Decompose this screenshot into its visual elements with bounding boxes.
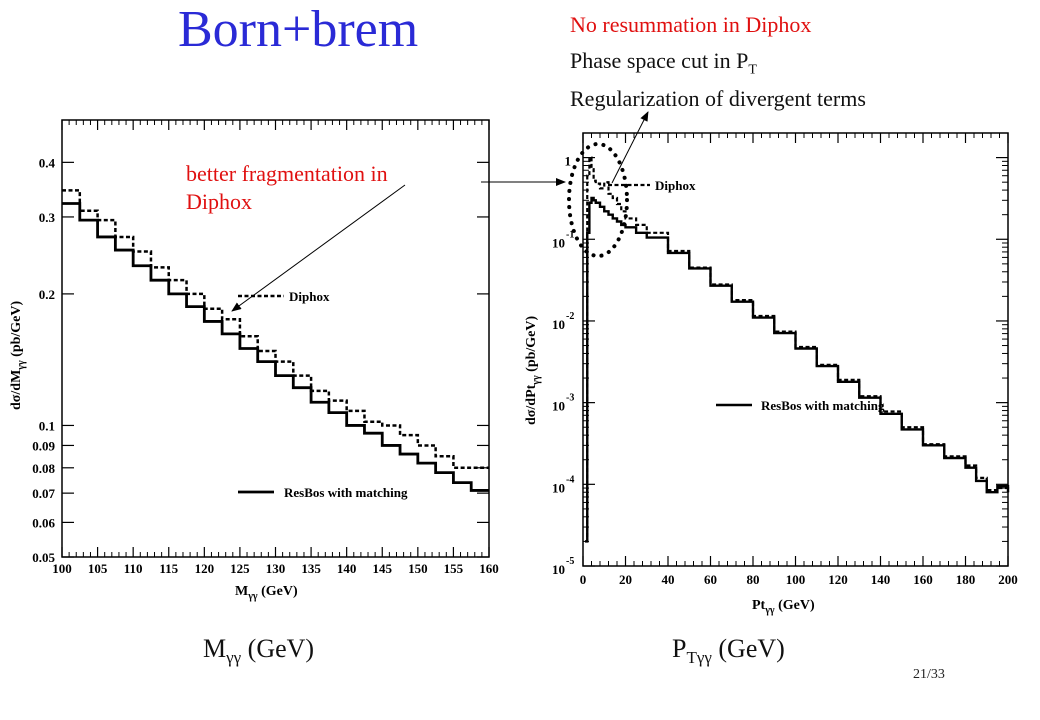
- bottom-label-mass: Mγγ (GeV): [203, 634, 315, 668]
- left-y-axis-label-sub: γγ: [16, 360, 27, 371]
- left-x-tick-label: 105: [88, 561, 108, 576]
- fragmentation-note-line1: better fragmentation in: [186, 161, 388, 186]
- fragmentation-note: better fragmentation in Diphox: [186, 160, 388, 216]
- right-y-tick-exponent: -4: [566, 474, 574, 485]
- right-x-axis-label-unit: (GeV): [775, 598, 815, 613]
- left-x-tick-label: 110: [124, 561, 143, 576]
- left-legend-resbos-label: ResBos with matching: [284, 485, 408, 500]
- right-x-tick-label: 140: [871, 572, 891, 587]
- left-x-tick-label: 160: [479, 561, 499, 576]
- right-x-tick-label: 200: [998, 572, 1018, 587]
- right-x-axis-label: Ptγγ (GeV): [752, 598, 815, 616]
- left-x-axis-label-unit: (GeV): [258, 584, 298, 599]
- right-y-tick-label: 10: [552, 235, 565, 250]
- bottom-label-pt-main: P: [672, 634, 687, 663]
- right-x-tick-label: 0: [580, 572, 587, 587]
- right-chart: 0 20 40 60 80 100 120 140 160 180 200 110-110-210-…: [524, 132, 1018, 616]
- left-y-axis-label-unit: (pb/GeV): [9, 301, 24, 361]
- left-x-tick-label: 135: [301, 561, 321, 576]
- left-x-ticks: 100 105 110 115 120 125 130 135 140 145 150 155 160: [52, 120, 499, 576]
- left-y-axis-label-main: dσ/dM: [9, 370, 24, 410]
- left-y-tick-label: 0.2: [39, 287, 55, 302]
- right-legend: Diphox ResBos with matching: [608, 178, 885, 413]
- left-x-tick-label: 120: [195, 561, 215, 576]
- right-x-axis-label-sub: γγ: [764, 605, 775, 616]
- right-y-tick-label: 10: [552, 562, 565, 577]
- right-legend-diphox-label: Diphox: [655, 178, 696, 193]
- left-y-tick-label: 0.09: [32, 438, 55, 453]
- left-y-tick-label: 0.08: [32, 461, 55, 476]
- left-x-tick-label: 125: [230, 561, 250, 576]
- right-x-tick-label: 180: [956, 572, 976, 587]
- left-y-ticks: 0.05 0.06 0.07 0.08 0.09 0.1 0.2 0.3 0.4: [32, 155, 489, 565]
- right-y-tick-exponent: -2: [566, 311, 574, 322]
- left-y-axis-label: dσ/dMγγ (pb/GeV): [9, 301, 27, 410]
- left-y-tick-label: 0.4: [39, 155, 56, 170]
- left-y-tick-label: 0.06: [32, 515, 55, 530]
- bottom-label-mass-unit: (GeV): [241, 634, 315, 663]
- left-series-diphox: [62, 189, 489, 470]
- right-x-tick-label: 40: [662, 572, 675, 587]
- right-y-tick-label: 10: [552, 399, 565, 414]
- left-x-tick-label: 150: [408, 561, 428, 576]
- left-legend: Diphox ResBos with matching: [238, 289, 408, 500]
- bottom-label-mass-sub: γγ: [226, 648, 242, 668]
- bottom-label-pt-sub: Tγγ: [686, 648, 712, 668]
- left-legend-diphox-label: Diphox: [289, 289, 330, 304]
- left-x-tick-label: 155: [444, 561, 464, 576]
- bottom-label-pt: PTγγ (GeV): [672, 634, 785, 668]
- right-y-tick-label: 10: [552, 317, 565, 332]
- right-x-tick-label: 60: [704, 572, 717, 587]
- left-y-tick-label: 0.05: [32, 550, 55, 565]
- right-y-axis-label-unit: (pb/GeV): [524, 316, 539, 376]
- right-y-axis-label-sub: γγ: [531, 375, 542, 386]
- left-x-tick-label: 100: [52, 561, 72, 576]
- right-y-tick-label: 1: [565, 154, 572, 169]
- right-x-tick-label: 80: [747, 572, 760, 587]
- note-phase-space-sub: T: [748, 62, 757, 78]
- bottom-label-pt-unit: (GeV): [711, 634, 785, 663]
- page-number: 21/33: [913, 667, 945, 682]
- right-y-tick-exponent: -3: [566, 393, 574, 404]
- left-x-axis-label: Mγγ (GeV): [235, 584, 298, 602]
- slide-title: Born+brem: [178, 1, 419, 58]
- fragmentation-note-line2: Diphox: [186, 189, 252, 215]
- right-y-ticks: 110-110-210-310-410-5: [552, 132, 1008, 577]
- dotted-ellipse-highlight: [567, 142, 629, 258]
- left-chart: 100 105 110 115 120 125 130 135 140 145 150 155 160 …: [9, 119, 499, 602]
- left-y-tick-label: 0.3: [39, 210, 56, 225]
- note-no-resummation: No resummation in Diphox: [570, 12, 812, 37]
- left-x-tick-label: 130: [266, 561, 286, 576]
- bottom-label-mass-main: M: [203, 634, 227, 663]
- right-x-tick-label: 100: [786, 572, 806, 587]
- right-series-resbos: [585, 196, 1010, 543]
- resummation-arrow: [611, 111, 649, 184]
- left-x-axis-label-main: M: [235, 584, 248, 599]
- note-phase-space-cut: Phase space cut in PT: [570, 50, 757, 77]
- left-x-tick-label: 140: [337, 561, 357, 576]
- left-x-tick-label: 115: [159, 561, 178, 576]
- left-plot-frame: [61, 119, 490, 558]
- left-x-tick-label: 145: [373, 561, 393, 576]
- note-regularization: Regularization of divergent terms: [570, 86, 866, 111]
- left-y-tick-label: 0.1: [39, 418, 55, 433]
- note-phase-space-main: Phase space cut in P: [570, 48, 749, 73]
- right-y-tick-label: 10: [552, 480, 565, 495]
- right-y-axis-label: dσ/dPtγγ (pb/GeV): [524, 316, 542, 425]
- right-x-tick-label: 120: [828, 572, 848, 587]
- right-x-ticks: 0 20 40 60 80 100 120 140 160 180 200: [580, 133, 1018, 587]
- right-y-tick-exponent: -5: [566, 556, 574, 567]
- right-x-tick-label: 160: [913, 572, 933, 587]
- left-series-resbos: [62, 202, 489, 492]
- right-y-axis-label-main: dσ/dPt: [524, 384, 539, 425]
- left-y-tick-label: 0.07: [32, 486, 55, 501]
- right-y-tick-exponent: -1: [566, 229, 574, 240]
- right-x-axis-label-main: Pt: [752, 598, 766, 613]
- left-x-axis-label-sub: γγ: [247, 591, 258, 602]
- right-legend-resbos-label: ResBos with matching: [761, 398, 885, 413]
- fragmentation-arrow: [231, 184, 406, 312]
- right-x-tick-label: 20: [619, 572, 632, 587]
